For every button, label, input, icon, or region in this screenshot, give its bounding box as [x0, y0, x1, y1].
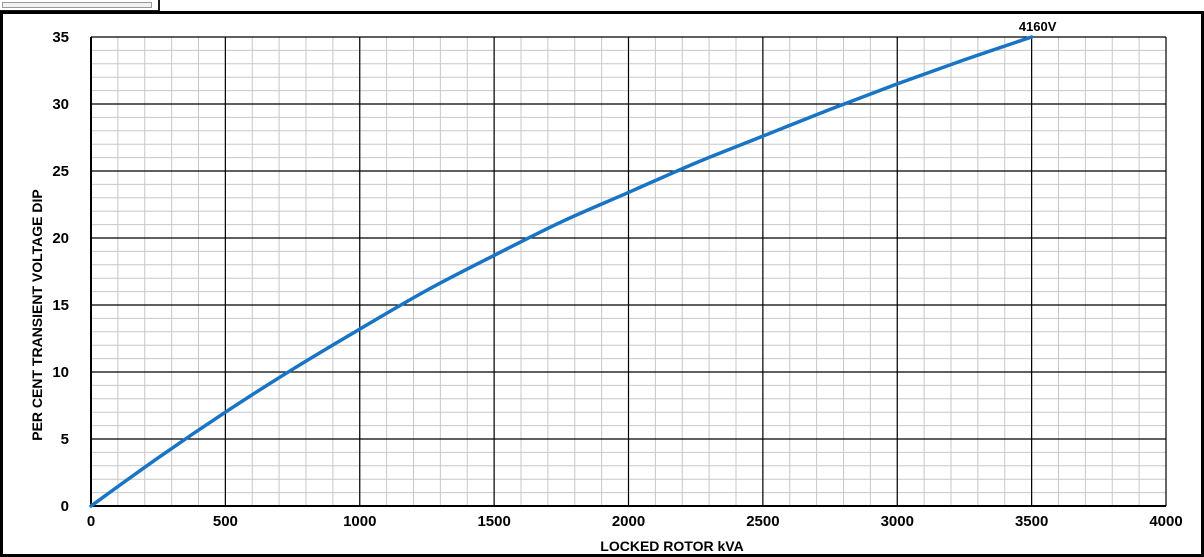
- x-tick-label: 3500: [1015, 513, 1048, 530]
- x-tick-label: 1000: [343, 513, 376, 530]
- x-tick-label: 4000: [1149, 513, 1182, 530]
- grid: [90, 36, 1167, 507]
- x-tick-label: 500: [213, 513, 238, 530]
- series-layer: 4160V: [89, 19, 1057, 508]
- y-axis-title: PER CENT TRANSIENT VOLTAGE DIP: [29, 189, 45, 441]
- y-tick-label: 0: [61, 498, 69, 515]
- y-tick-label: 15: [52, 297, 69, 314]
- tick-labels: 0 500 1000 1500 2000 2500 3000 3500 4000 0 5 10 15 20…: [52, 29, 1182, 530]
- x-tick-label: 0: [87, 513, 95, 530]
- x-axis-title: LOCKED ROTOR kVA: [600, 538, 743, 554]
- y-tick-label: 20: [52, 230, 69, 247]
- window-tab-inner: [2, 2, 152, 8]
- chart-frame: [0, 11, 1204, 557]
- x-tick-label: 2000: [612, 513, 645, 530]
- y-tick-label: 25: [52, 163, 69, 180]
- y-tick-label: 10: [52, 364, 69, 381]
- series-line-4160v: [89, 35, 1034, 508]
- x-tick-label: 3000: [881, 513, 914, 530]
- x-tick-label: 2500: [746, 513, 779, 530]
- x-tick-label: 1500: [477, 513, 510, 530]
- series-label: 4160V: [1019, 19, 1057, 34]
- y-tick-label: 35: [52, 29, 69, 46]
- y-tick-label: 30: [52, 96, 69, 113]
- y-tick-label: 5: [61, 431, 69, 448]
